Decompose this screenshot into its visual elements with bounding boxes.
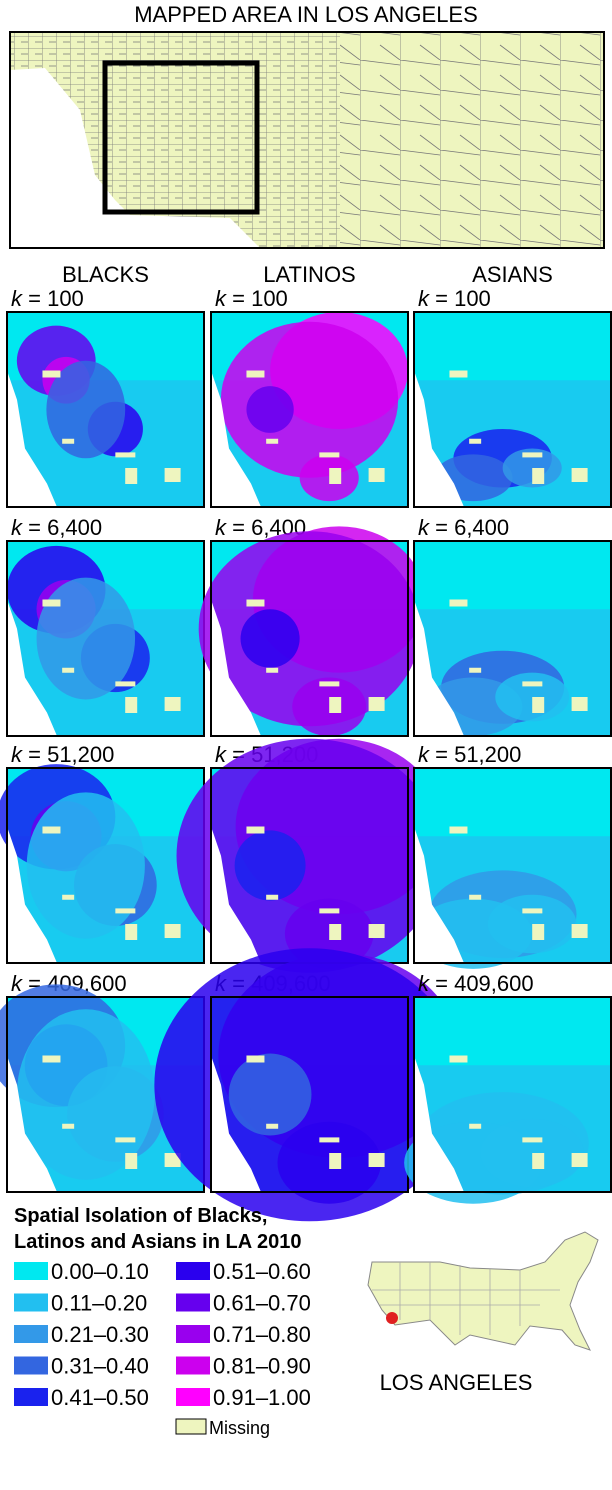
inset-label: LOS ANGELES (380, 1370, 533, 1395)
scale-label: k = 409,600 (418, 971, 534, 996)
legend-label: 0.41–0.50 (51, 1385, 149, 1410)
map-panel (413, 767, 612, 969)
legend-label: 0.91–1.00 (213, 1385, 311, 1410)
legend-label: 0.11–0.20 (51, 1291, 147, 1316)
column-header: ASIANS (472, 262, 553, 287)
legend-swatch (175, 1418, 207, 1435)
legend-swatch (14, 1388, 48, 1406)
legend-swatch (14, 1293, 48, 1312)
legend-swatch (176, 1325, 210, 1343)
legend-swatch (176, 1293, 210, 1312)
scale-label: k = 6,400 (11, 515, 102, 540)
legend-swatch (176, 1262, 210, 1280)
us-inset: LOS ANGELES (367, 1231, 599, 1395)
map-panel (0, 984, 205, 1193)
legend-swatch (14, 1262, 48, 1280)
map-panel (210, 311, 409, 508)
overview-map (9, 31, 605, 249)
legend-swatch (14, 1356, 48, 1375)
map-panel (6, 311, 205, 508)
map-panel (6, 540, 205, 737)
column-header: LATINOS (263, 262, 356, 287)
legend-label: 0.21–0.30 (51, 1322, 149, 1347)
legend-swatch (14, 1325, 48, 1343)
legend-swatch (176, 1388, 210, 1406)
map-panel (198, 526, 426, 737)
map-panel (176, 738, 443, 973)
scale-label: k = 51,200 (11, 742, 114, 767)
legend-label: 0.81–0.90 (213, 1354, 311, 1379)
legend-label: 0.61–0.70 (213, 1291, 311, 1316)
legend-title: Spatial Isolation of Blacks, (14, 1205, 267, 1227)
map-panel (413, 311, 612, 508)
scale-label: k = 100 (418, 286, 491, 311)
scale-label: k = 100 (215, 286, 288, 311)
map-panel (404, 996, 612, 1204)
scale-label: k = 51,200 (418, 742, 521, 767)
map-title: MAPPED AREA IN LOS ANGELES (134, 2, 478, 27)
map-panel (0, 764, 205, 964)
legend-title: Latinos and Asians in LA 2010 (14, 1231, 301, 1253)
scale-label: k = 100 (11, 286, 84, 311)
legend-label: Missing (209, 1418, 270, 1438)
legend-label: 0.71–0.80 (213, 1322, 311, 1347)
legend-label: 0.00–0.10 (51, 1259, 149, 1284)
legend-label: 0.31–0.40 (51, 1354, 149, 1379)
map-panel (154, 948, 465, 1222)
legend-swatch (176, 1356, 210, 1375)
scale-label: k = 6,400 (418, 515, 509, 540)
map-panel (413, 540, 612, 737)
column-header: BLACKS (62, 262, 149, 287)
legend-label: 0.51–0.60 (213, 1259, 311, 1284)
